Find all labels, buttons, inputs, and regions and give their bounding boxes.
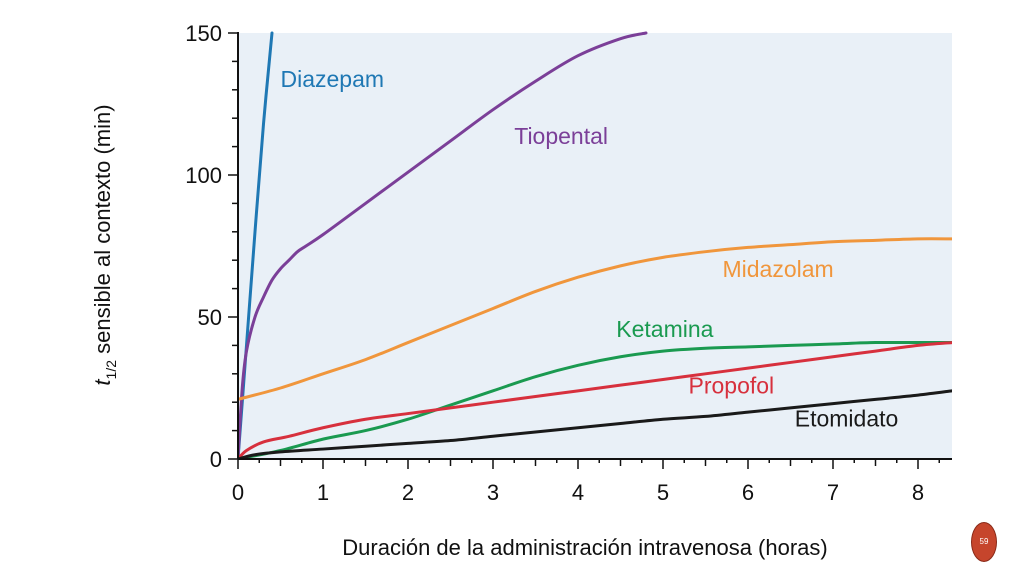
y-tick-label: 150 [185, 21, 222, 46]
axes-layer: 0 50 100 150 0 1 2 3 4 5 6 7 8 [185, 21, 952, 505]
x-tick-label: 3 [487, 480, 499, 505]
x-tick-label: 1 [317, 480, 329, 505]
x-tick-label: 7 [827, 480, 839, 505]
y-axis-title-t: t [90, 379, 115, 386]
page-number-badge: 59 [971, 522, 997, 562]
series-layer [238, 31, 952, 459]
labels-layer: Diazepam Tiopental Midazolam Ketamina Propof… [281, 66, 899, 431]
series-label-tiopental: Tiopental [514, 123, 608, 149]
y-tick-label: 100 [185, 163, 222, 188]
y-axis-title: t1/2 sensible al contexto (min) [90, 104, 119, 385]
series-label-midazolam: Midazolam [723, 256, 834, 282]
x-tick-label: 4 [572, 480, 584, 505]
x-tick-label: 2 [402, 480, 414, 505]
series-label-etomidato: Etomidato [795, 405, 899, 431]
x-tick-label: 5 [657, 480, 669, 505]
y-tick-label: 50 [198, 305, 222, 330]
series-label-propofol: Propofol [689, 373, 775, 399]
series-line-propofol [238, 341, 952, 459]
y-tick-label: 0 [210, 447, 222, 472]
x-tick-label: 8 [912, 480, 924, 505]
series-line-etomidato [238, 389, 952, 459]
series-label-diazepam: Diazepam [281, 66, 385, 92]
x-tick-label: 0 [232, 480, 244, 505]
plot-background [238, 33, 952, 459]
y-axis-title-subscript: 1/2 [103, 360, 119, 380]
series-line-midazolam [238, 237, 952, 401]
x-axis-title: Duración de la administración intravenos… [342, 535, 827, 560]
series-line-tiopental [238, 31, 648, 459]
series-label-ketamina: Ketamina [616, 316, 713, 342]
y-axis-title-rest: sensible al contexto (min) [90, 104, 115, 360]
x-tick-label: 6 [742, 480, 754, 505]
series-line-ketamina [238, 340, 952, 459]
